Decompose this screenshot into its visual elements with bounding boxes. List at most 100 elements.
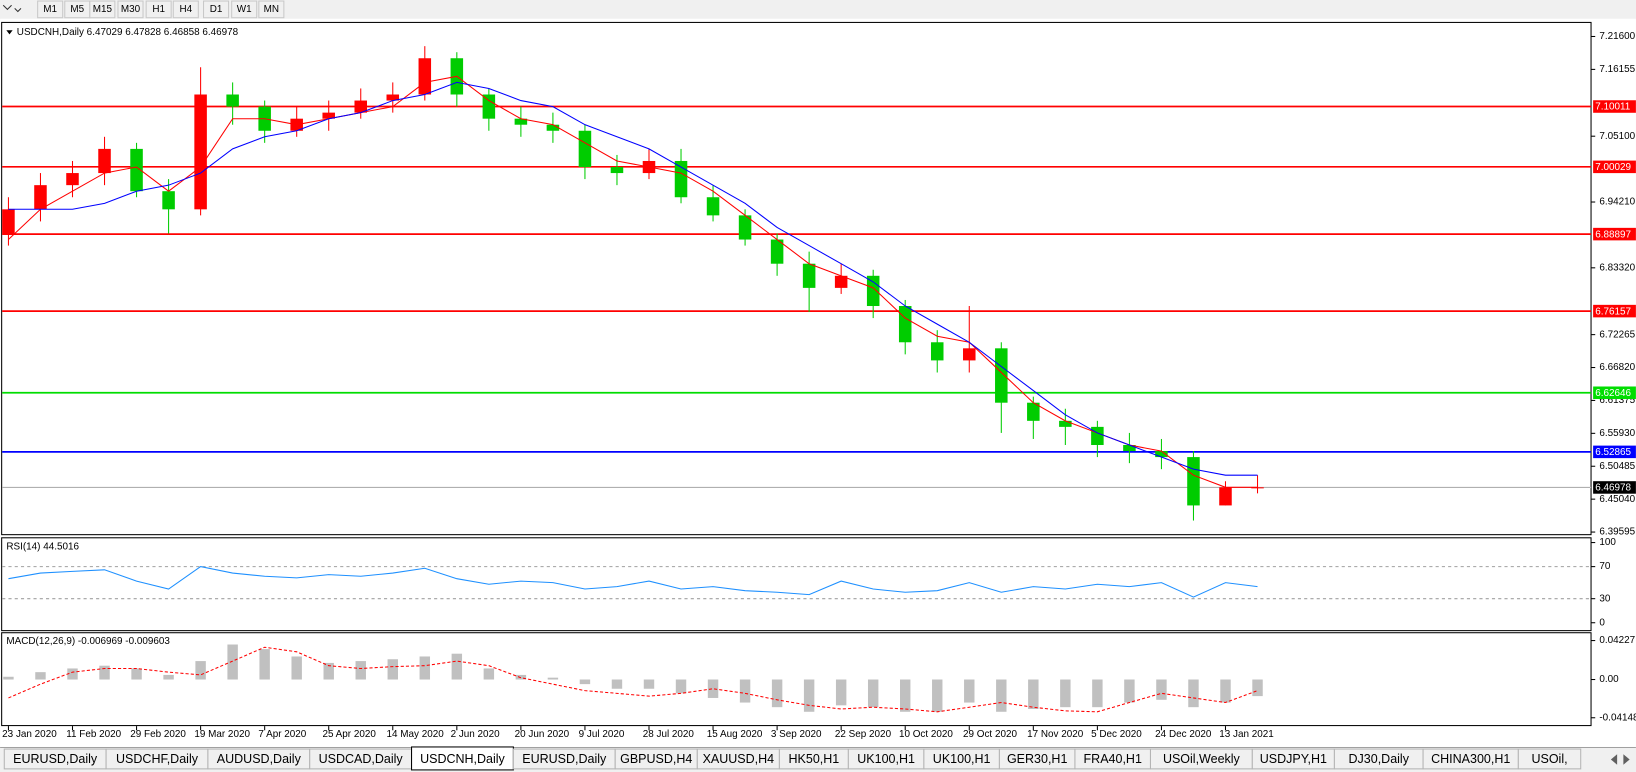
timeframe-button[interactable] <box>172 0 199 19</box>
level-tag <box>1593 304 1636 318</box>
level-label: 6.76157 <box>1595 306 1631 317</box>
candle-body <box>738 215 752 240</box>
candle-body <box>674 160 688 198</box>
x-tick-label: 25 Apr 2020 <box>322 729 376 740</box>
indicator-line <box>8 566 1258 598</box>
y-tick-label: 70 <box>1599 561 1611 572</box>
tab-label[interactable]: USDJPY,H1 <box>1260 752 1327 766</box>
tab-label[interactable]: XAUUSD,H4 <box>703 752 775 766</box>
tab-label[interactable]: HK50,H1 <box>789 752 840 766</box>
candle-body <box>546 124 560 131</box>
tab-label[interactable]: GBPUSD,H4 <box>620 752 692 766</box>
tab-label[interactable]: EURUSD,Daily <box>13 752 98 766</box>
tab-label[interactable]: USDCNH,Daily <box>420 752 505 766</box>
candle-body <box>866 275 880 307</box>
x-tick-label: 29 Oct 2020 <box>963 729 1017 740</box>
timeframe-label[interactable]: M15 <box>93 4 113 15</box>
histogram-bar <box>675 679 687 694</box>
candle-body <box>834 275 848 288</box>
timeframe-label[interactable]: M1 <box>43 4 57 15</box>
timeframe-label[interactable]: H1 <box>152 4 165 15</box>
tab-label[interactable]: AUDUSD,Daily <box>217 752 302 766</box>
tab-label[interactable]: USOil, <box>1531 752 1567 766</box>
timeframe-button[interactable] <box>231 0 258 19</box>
candle-body <box>610 167 624 174</box>
tab-label[interactable]: CHINA300,H1 <box>1431 752 1510 766</box>
histogram-bar <box>35 672 46 680</box>
histogram-bar <box>259 649 270 680</box>
timeframe-label[interactable]: W1 <box>237 4 252 15</box>
timeframe-label[interactable]: H4 <box>179 4 192 15</box>
candle-body <box>226 94 239 107</box>
histogram-bar <box>1092 679 1103 708</box>
y-tick-label: 6.83320 <box>1599 262 1635 273</box>
level-tag <box>1593 481 1636 494</box>
candle-body <box>162 191 175 210</box>
histogram-bar <box>611 679 623 689</box>
histogram-bar <box>547 677 559 680</box>
x-tick-label: 19 Mar 2020 <box>194 729 250 740</box>
histogram-bar <box>771 679 783 708</box>
tab-scroll[interactable] <box>1610 754 1630 765</box>
timeframe-button[interactable] <box>37 0 64 19</box>
histogram-bar <box>451 653 463 680</box>
x-tick-label: 7 Apr 2020 <box>258 729 306 740</box>
histogram-bar <box>67 668 78 680</box>
candle-body <box>770 239 784 264</box>
histogram-bar <box>835 679 847 706</box>
y-tick-label: 6.94210 <box>1599 197 1635 208</box>
rsi-frame <box>1 537 1592 632</box>
candle-body <box>1251 487 1264 489</box>
tab-label[interactable]: DJ30,Daily <box>1349 752 1410 766</box>
tab-label[interactable]: UK100,H1 <box>857 752 915 766</box>
toolbar-icon[interactable] <box>2 4 22 13</box>
histogram-bar <box>3 676 14 680</box>
tab[interactable] <box>1517 748 1582 770</box>
tab-label[interactable]: GER30,H1 <box>1007 752 1067 766</box>
candle-body <box>578 130 592 168</box>
tab-label[interactable]: USDCAD,Daily <box>319 752 404 766</box>
candle-body <box>1187 457 1200 506</box>
histogram-bar <box>707 679 719 698</box>
histogram-bar <box>803 679 815 712</box>
tab-label[interactable]: FRA40,H1 <box>1084 752 1142 766</box>
tab-label[interactable]: USDCHF,Daily <box>116 752 199 766</box>
tab-label[interactable]: USOil,Weekly <box>1163 752 1241 766</box>
tab-label[interactable]: UK100,H1 <box>933 752 991 766</box>
y-tick-label: 6.66820 <box>1599 362 1635 373</box>
histogram-bar <box>163 674 174 680</box>
timeframe-button[interactable] <box>117 0 144 19</box>
y-tick-label: 0.00 <box>1599 674 1619 685</box>
timeframe-button[interactable] <box>258 0 285 19</box>
candle-body <box>482 94 496 119</box>
moving-average <box>8 75 1258 488</box>
histogram-bar <box>355 661 366 680</box>
timeframe-label[interactable]: D1 <box>210 4 223 15</box>
x-tick-label: 20 Jun 2020 <box>515 729 570 740</box>
timeframe-label[interactable]: M5 <box>70 4 84 15</box>
title-arrow <box>6 30 13 35</box>
toolbar <box>0 0 1636 19</box>
timeframe-button[interactable] <box>203 0 230 19</box>
x-tick-label: 13 Jan 2021 <box>1219 729 1274 740</box>
y-tick-label: 6.72265 <box>1599 329 1635 340</box>
histogram-bar <box>291 656 302 680</box>
timeframe-button[interactable] <box>145 0 172 19</box>
y-tick-label: -0.04148 <box>1599 712 1636 723</box>
histogram-bar <box>419 656 431 680</box>
timeframe-label[interactable]: MN <box>264 4 279 15</box>
signal-line <box>8 646 1258 713</box>
candle-body <box>1155 451 1168 458</box>
histogram-bar <box>1252 679 1263 697</box>
x-tick-label: 3 Sep 2020 <box>771 729 822 740</box>
tab-label[interactable]: EURUSD,Daily <box>522 752 607 766</box>
candle-body <box>98 148 111 174</box>
histogram-bar <box>996 679 1007 712</box>
timeframe-button[interactable] <box>89 0 116 19</box>
y-tick-label: 6.50485 <box>1599 461 1635 472</box>
histogram-bar <box>387 659 398 680</box>
timeframe-label[interactable]: M30 <box>121 4 141 15</box>
histogram-bar <box>1124 679 1135 703</box>
